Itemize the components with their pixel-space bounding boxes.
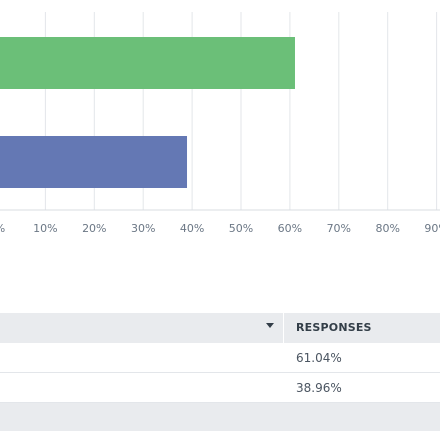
response-percent-cell: 38.96% xyxy=(296,381,342,395)
x-tick-label: 0% xyxy=(0,222,5,235)
x-tick-label: 50% xyxy=(229,222,253,235)
x-tick-label: 90% xyxy=(424,222,440,235)
x-tick-label: 80% xyxy=(375,222,399,235)
x-tick-label: 10% xyxy=(33,222,57,235)
bar xyxy=(0,136,188,188)
x-tick-label: 20% xyxy=(82,222,106,235)
table-row: 61.04% xyxy=(0,343,440,373)
x-tick-label: 70% xyxy=(327,222,351,235)
table-row: 38.96% xyxy=(0,373,440,403)
bar xyxy=(0,37,295,89)
responses-column-header[interactable]: RESPONSES xyxy=(296,321,372,334)
table-header: RESPONSES xyxy=(0,313,440,343)
sort-down-icon[interactable] xyxy=(266,323,274,328)
x-tick-label: 40% xyxy=(180,222,204,235)
x-tick-label: 60% xyxy=(278,222,302,235)
results-table: RESPONSES 61.04% 38.96% xyxy=(0,313,440,431)
response-percent-cell: 61.04% xyxy=(296,351,342,365)
table-footer xyxy=(0,403,440,431)
x-tick-label: 30% xyxy=(131,222,155,235)
column-separator xyxy=(283,313,284,343)
bar-chart: 0% 10% 20% 30% 40% 50% 60% 70% 80% 90% xyxy=(0,12,440,235)
